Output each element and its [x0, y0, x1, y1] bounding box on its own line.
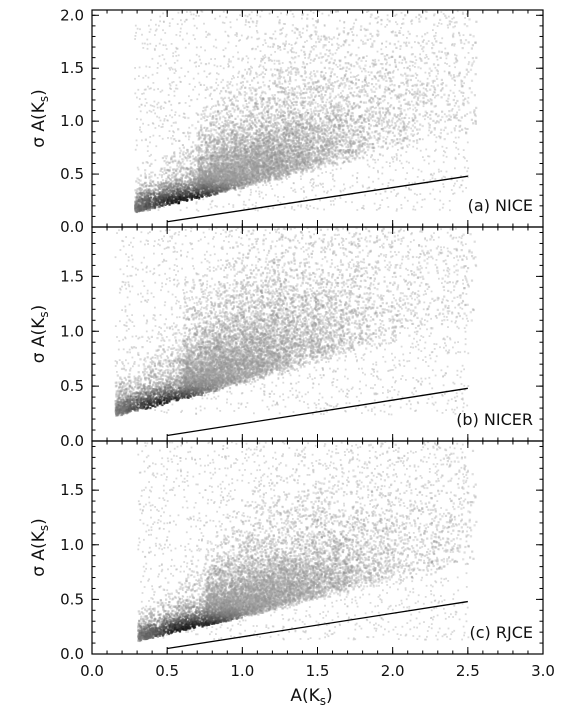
panel-0: 0.0 0.5 1.0 1.5 2.0 σ A(Ks) (a) NICE: [29, 6, 544, 236]
reference-line: [167, 175, 468, 223]
panels-root: 0.0 0.5 1.0 1.5 2.0 σ A(Ks) (a) NICE 0.0 0.5 1.0 1…: [29, 6, 544, 663]
y-tick-label: 0.0: [60, 218, 84, 236]
density-cloud: [134, 10, 478, 214]
density-cloud: [137, 441, 478, 643]
x-axis: 0.0 0.5 1.0 1.5 2.0 2.5 3.0 A(Ks): [80, 662, 555, 708]
y-tick-label: 1.5: [60, 267, 84, 285]
x-tick-label: 1.0: [230, 662, 254, 680]
panel-2: 0.0 0.5 1.0 1.5 σ A(Ks) (c) RJCE: [29, 440, 544, 663]
x-tick-label: 2.0: [381, 662, 405, 680]
panel-label: (c) RJCE: [470, 623, 533, 642]
x-axis-label: A(Ks): [290, 686, 332, 708]
y-tick-label: 0.5: [60, 377, 84, 395]
y-tick-label: 1.5: [60, 481, 84, 499]
y-tick-label: 0.0: [60, 645, 84, 663]
reference-line: [167, 600, 468, 650]
y-tick-label: 1.0: [60, 536, 84, 554]
x-tick-label: 1.5: [306, 662, 330, 680]
x-tick-label: 3.0: [531, 662, 555, 680]
y-tick-label: 0.5: [60, 165, 84, 183]
y-tick-label: 0.5: [60, 590, 84, 608]
reference-line: [167, 387, 468, 437]
x-tick-label: 0.5: [155, 662, 179, 680]
panel-label: (a) NICE: [468, 196, 533, 215]
y-tick-label: 0.0: [60, 432, 84, 450]
y-axis-label: σ A(Ks): [29, 305, 51, 364]
density-cloud: [114, 227, 478, 417]
panel-label: (b) NICER: [456, 410, 533, 429]
y-tick-label: 1.0: [60, 322, 84, 340]
y-tick-label: 2.0: [60, 6, 84, 24]
y-axis-label: σ A(Ks): [29, 89, 51, 148]
y-tick-label: 1.5: [60, 59, 84, 77]
y-axis-label: σ A(Ks): [29, 518, 51, 577]
y-tick-label: 1.0: [60, 112, 84, 130]
x-tick-label: 2.5: [456, 662, 480, 680]
panel-1: 0.0 0.5 1.0 1.5 σ A(Ks) (b) NICER: [29, 226, 544, 450]
x-tick-label: 0.0: [80, 662, 104, 680]
